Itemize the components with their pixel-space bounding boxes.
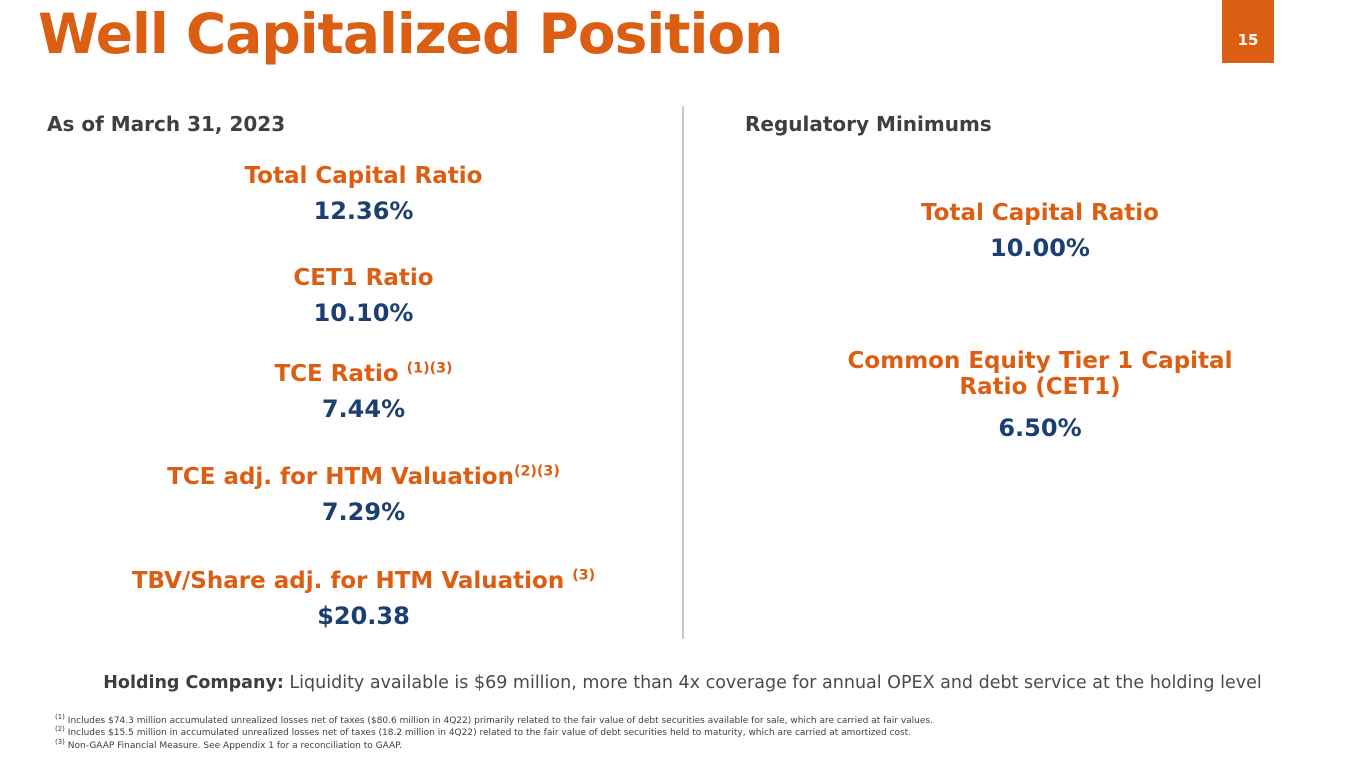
metric-total-capital-ratio: Total Capital Ratio 12.36% [45, 163, 682, 225]
metric-value: $20.38 [317, 601, 410, 630]
metric-label: TCE Ratio (1)(3) [45, 360, 682, 388]
footnote-number: (2) [55, 725, 65, 734]
metric-tce-adj-htm: TCE adj. for HTM Valuation(2)(3) 7.29% [45, 463, 682, 526]
metric-label: Total Capital Ratio [700, 200, 1365, 227]
metric-label: TBV/Share adj. for HTM Valuation (3) [45, 567, 682, 595]
right-column-heading: Regulatory Minimums [745, 112, 992, 136]
metric-value: 7.44% [321, 394, 406, 423]
metric-value: 6.50% [998, 413, 1082, 442]
metric-cet1-ratio: CET1 Ratio 10.10% [45, 265, 682, 327]
metric-label: TCE adj. for HTM Valuation(2)(3) [45, 463, 682, 491]
metric-value: 7.29% [321, 497, 406, 526]
metric-tce-ratio: TCE Ratio (1)(3) 7.44% [45, 360, 682, 423]
metric-label-text: CET1 Ratio [293, 265, 434, 291]
metric-label-text: Total Capital Ratio [921, 200, 1159, 226]
metric-label-text: TBV/Share adj. for HTM Valuation [131, 568, 573, 594]
footnote-number: (1) [55, 713, 65, 721]
vertical-divider [682, 106, 684, 639]
footnote-text: Includes $15.5 million in accumulated un… [67, 728, 912, 739]
left-column-heading: As of March 31, 2023 [47, 112, 286, 136]
metric-label-footnote-ref: (3) [572, 567, 596, 584]
footnote-3: (3) Non-GAAP Financial Measure. See Appe… [55, 737, 1205, 752]
metric-label-text: TCE Ratio [274, 361, 407, 387]
footnote-text: Non-GAAP Financial Measure. See Appendix… [67, 740, 403, 751]
metric-value: 12.36% [313, 196, 414, 225]
footnote-text: Includes $74.3 million accumulated unrea… [67, 716, 933, 726]
metric-value: 10.00% [990, 233, 1090, 262]
metric-label-text: TCE adj. for HTM Valuation [167, 464, 514, 490]
footnotes: (1) Includes $74.3 million accumulated u… [55, 713, 1205, 752]
metric-label-text: Total Capital Ratio [244, 163, 483, 189]
callout-lead-in: Holding Company: [103, 673, 284, 693]
metric-label-footnote-ref: (2)(3) [513, 463, 560, 480]
metric-label-footnote-ref: (1)(3) [406, 360, 453, 377]
metric-label: Common Equity Tier 1 Capital Ratio (CET1… [845, 348, 1235, 401]
metric-label: Total Capital Ratio [45, 163, 682, 190]
footnote-1: (1) Includes $74.3 million accumulated u… [55, 713, 1205, 727]
metric-label: CET1 Ratio [45, 265, 682, 292]
page-number-box: 15 [1222, 0, 1274, 63]
metric-label-text: Common Equity Tier 1 Capital Ratio (CET1… [847, 348, 1233, 400]
metric-tbv-share-adj-htm: TBV/Share adj. for HTM Valuation (3) $20… [45, 567, 682, 630]
footnote-2: (2) Includes $15.5 million in accumulate… [55, 725, 1205, 739]
slide-title: Well Capitalized Position [38, 2, 783, 66]
callout-text: Liquidity available is $69 million, more… [283, 673, 1262, 693]
metric-regulatory-cet1-ratio: Common Equity Tier 1 Capital Ratio (CET1… [700, 348, 1365, 442]
metric-regulatory-total-capital-ratio: Total Capital Ratio 10.00% [700, 200, 1365, 262]
footnote-number: (3) [55, 737, 65, 746]
page-number: 15 [1237, 30, 1259, 49]
holding-company-callout: Holding Company: Liquidity available is … [0, 673, 1365, 693]
metric-value: 10.10% [313, 298, 414, 327]
